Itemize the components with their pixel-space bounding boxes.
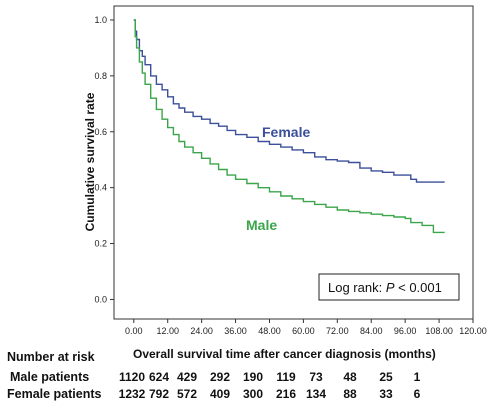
- y-tick-label: 0.2: [94, 239, 107, 249]
- risk-value: 624: [149, 370, 169, 384]
- annotation-prefix: Log rank:: [328, 280, 386, 295]
- risk-value: 6: [414, 387, 421, 401]
- x-tick-label: 120.00: [459, 326, 487, 336]
- risk-value: 1: [414, 370, 421, 384]
- y-tick-label: 0.4: [94, 183, 107, 193]
- risk-value: 572: [177, 387, 197, 401]
- series-line-female: [133, 19, 445, 183]
- x-tick-label: 60.00: [292, 326, 315, 336]
- x-tick-label: 72.00: [326, 326, 349, 336]
- y-axis-title: Cumulative survival rate: [83, 92, 97, 231]
- annotation-box: [318, 273, 460, 301]
- x-tick-label: 84.00: [360, 326, 383, 336]
- x-tick-label: 96.00: [394, 326, 417, 336]
- annotation-p: P: [386, 280, 395, 295]
- risk-value: 1232: [119, 387, 146, 401]
- risk-value: 409: [210, 387, 230, 401]
- y-tick-label: 0.0: [94, 294, 107, 304]
- risk-value: 25: [379, 370, 393, 384]
- risk-table-title: Number at risk: [7, 350, 95, 364]
- risk-value: 292: [210, 370, 230, 384]
- risk-value: 300: [243, 387, 263, 401]
- x-axis-title: Overall survival time after cancer diagn…: [133, 347, 436, 361]
- y-tick-label: 1.0: [94, 15, 107, 25]
- risk-value: 88: [343, 387, 357, 401]
- series-label-female: Female: [262, 124, 310, 140]
- risk-value: 119: [276, 370, 296, 384]
- series-line-male: [133, 19, 445, 234]
- x-tick-label: 24.00: [190, 326, 213, 336]
- plot-area: [113, 5, 474, 320]
- x-axis: 0.00 12.00 24.00 36.00 48.00 60.00 72.00 84.00 9…: [125, 319, 487, 336]
- x-tick-label: 0.00: [125, 326, 143, 336]
- risk-value: 48: [343, 370, 357, 384]
- risk-values: 1120 624 429 292 190 119 73 48 25 1 1232 792 572 409 3…: [119, 370, 421, 401]
- risk-value: 190: [243, 370, 263, 384]
- log-rank-annotation: Log rank: P < 0.001: [328, 280, 442, 295]
- x-tick-label: 12.00: [156, 326, 179, 336]
- x-tick-label: 108.00: [425, 326, 453, 336]
- x-tick-label: 48.00: [258, 326, 281, 336]
- annotation-suffix: < 0.001: [395, 280, 442, 295]
- risk-value: 73: [309, 370, 323, 384]
- series-layer: [133, 19, 445, 234]
- y-tick-label: 0.6: [94, 127, 107, 137]
- risk-row-label-female: Female patients: [7, 387, 102, 401]
- risk-value: 216: [276, 387, 296, 401]
- risk-value: 1120: [119, 370, 145, 384]
- x-tick-label: 36.00: [224, 326, 247, 336]
- risk-value: 792: [149, 387, 169, 401]
- risk-value: 33: [379, 387, 393, 401]
- risk-value: 134: [306, 387, 326, 401]
- series-label-male: Male: [246, 217, 277, 233]
- y-tick-label: 0.8: [94, 71, 107, 81]
- risk-value: 429: [177, 370, 197, 384]
- risk-row-label-male: Male patients: [10, 370, 89, 384]
- y-axis: 0.0 0.2 0.4 0.6 0.8 1.0: [94, 15, 114, 304]
